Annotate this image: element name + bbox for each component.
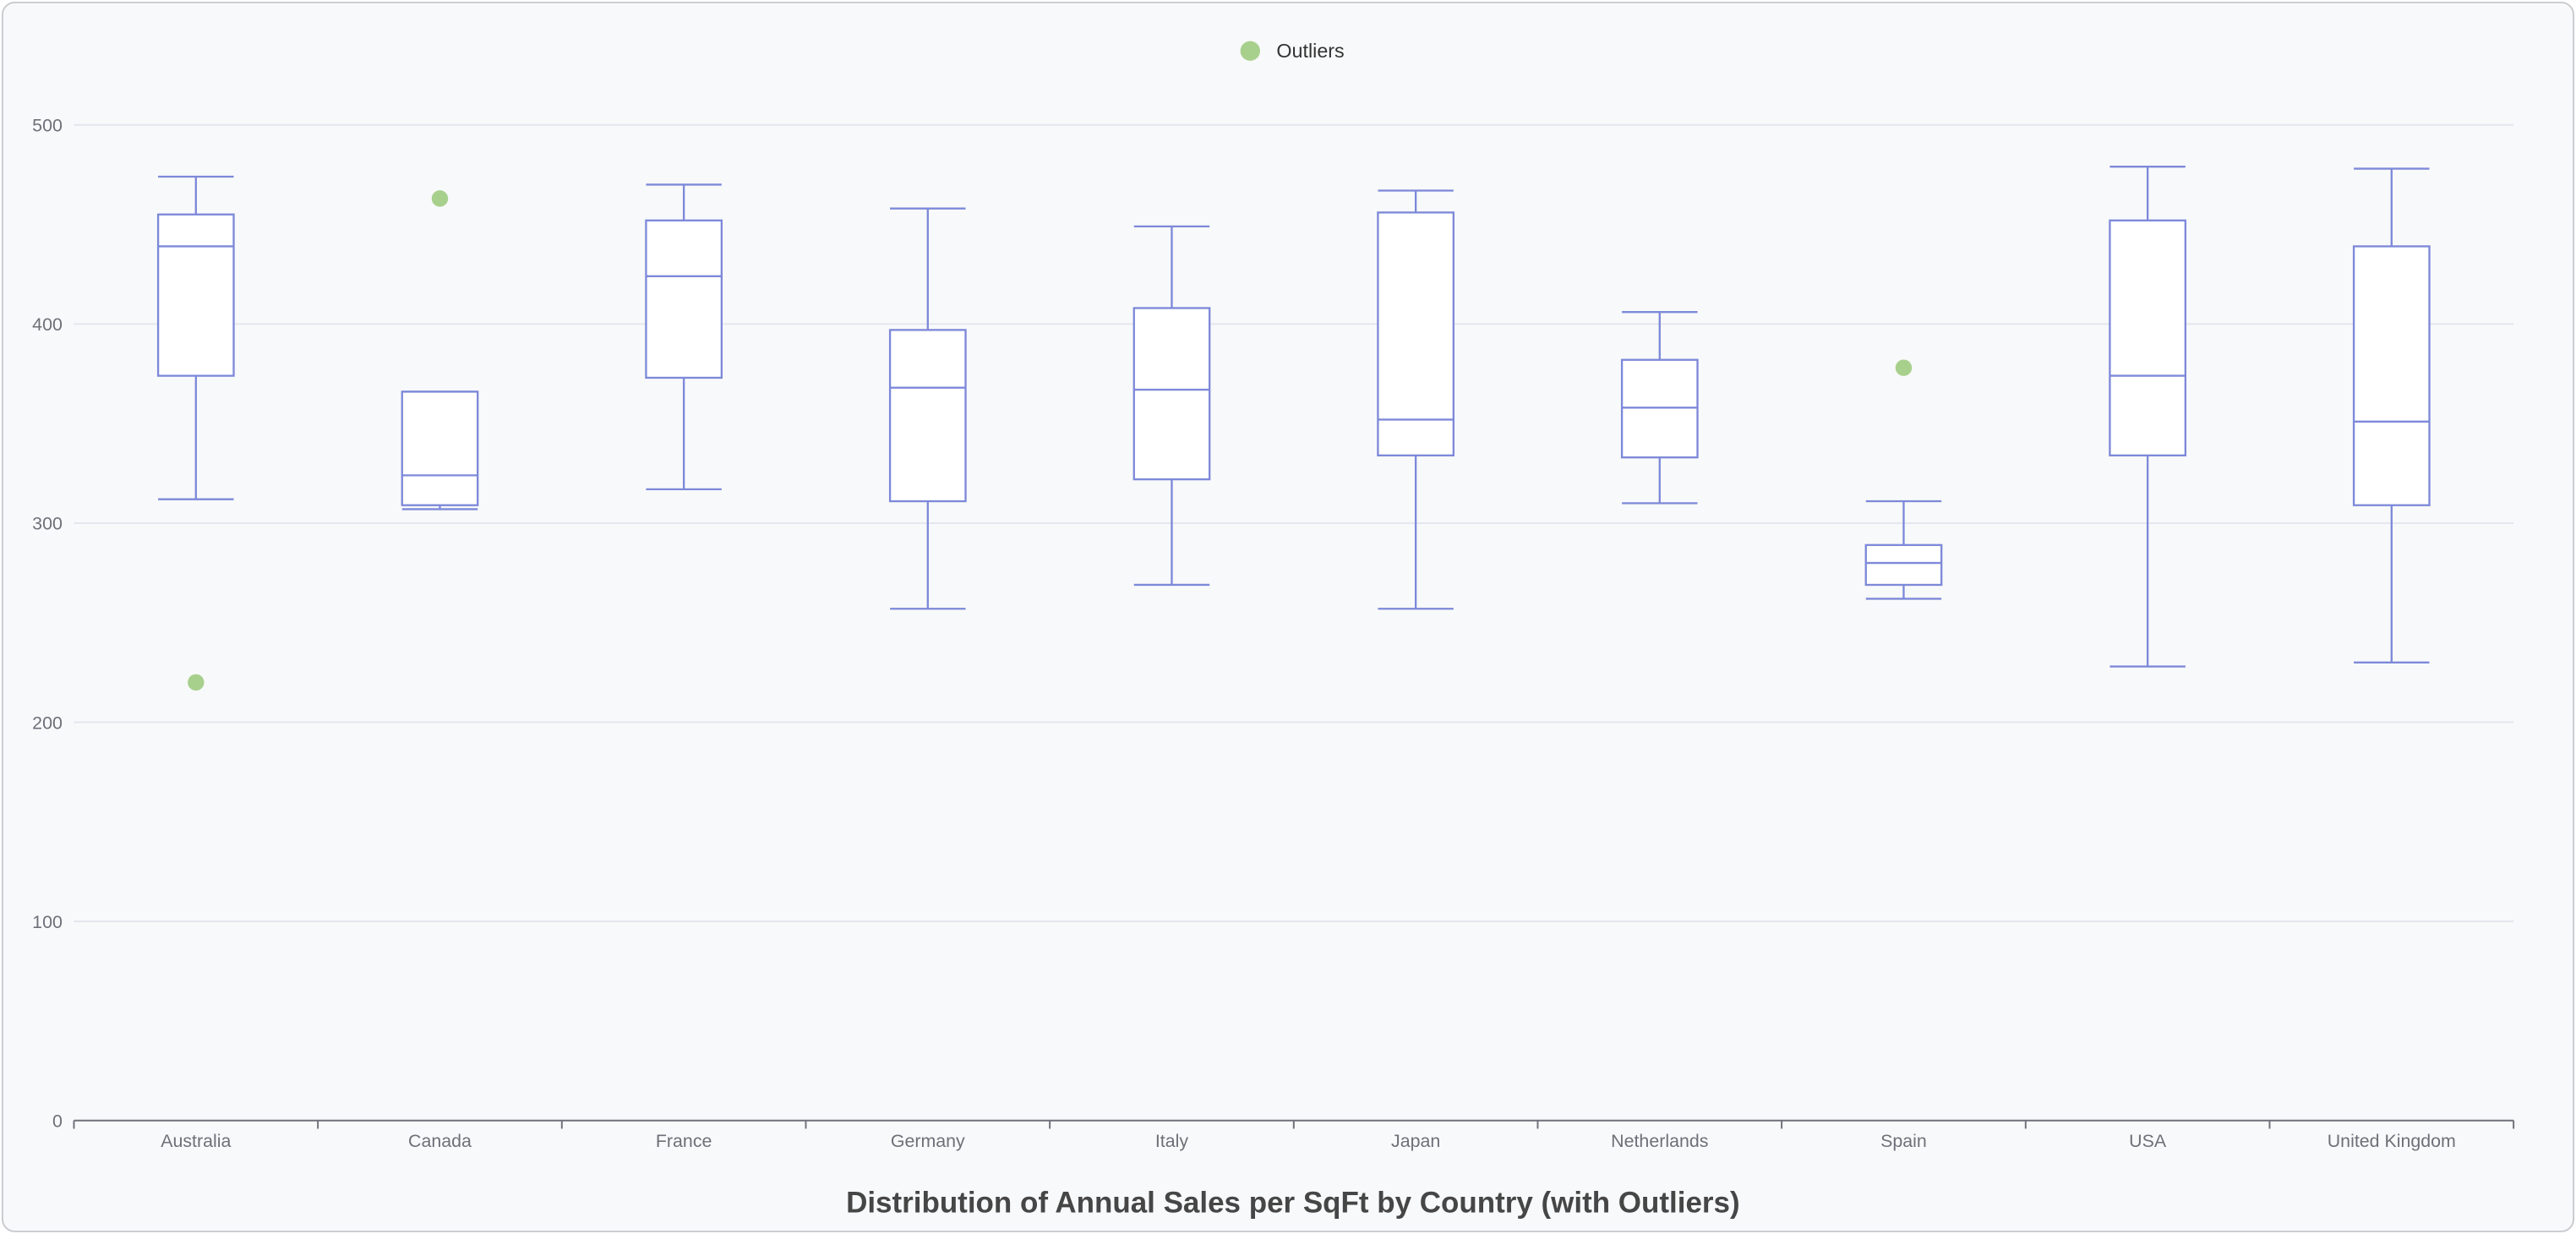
legend-outliers-label[interactable]: Outliers <box>1276 40 1344 62</box>
x-axis: Australia Canada France Germany Italy Japan Ne… <box>73 1119 2515 1151</box>
box-spain <box>1864 543 1943 587</box>
y-tick-label: 400 <box>32 314 63 335</box>
x-tick-label: Germany <box>891 1131 965 1151</box>
y-tick-label: 500 <box>32 116 63 136</box>
outlier-point <box>188 674 205 691</box>
grid-lines <box>74 123 2514 923</box>
boxplot-chart: 0 100 200 300 400 500 Australia Canada France Ge… <box>32 40 2515 1220</box>
box-usa <box>2109 219 2187 456</box>
x-tick-label: Spain <box>1880 1131 1927 1151</box>
x-tick-label: USA <box>2129 1131 2167 1151</box>
x-tick-label: France <box>656 1131 712 1151</box>
box-canada <box>401 390 479 506</box>
boxes <box>156 166 2431 668</box>
x-tick-label: Canada <box>408 1131 472 1151</box>
y-tick-label: 100 <box>32 912 63 932</box>
y-tick-label: 0 <box>52 1111 63 1132</box>
outlier-point <box>1895 359 1913 376</box>
y-tick-label: 300 <box>32 514 63 534</box>
legend[interactable]: Outliers <box>1240 40 1345 62</box>
legend-outliers-marker[interactable] <box>1240 41 1260 61</box>
box-united-kingdom <box>2352 245 2431 506</box>
x-tick-label: Japan <box>1391 1131 1440 1151</box>
box-japan <box>1377 211 1455 456</box>
outlier-points <box>188 190 1913 691</box>
box-italy <box>1132 307 1211 481</box>
box-germany <box>888 329 967 503</box>
box-australia <box>156 213 235 377</box>
x-tick-label: Netherlands <box>1611 1131 1708 1151</box>
box-france <box>645 219 723 379</box>
y-tick-label: 200 <box>32 713 63 733</box>
chart-title: Distribution of Annual Sales per SqFt by… <box>846 1187 1740 1220</box>
y-axis: 0 100 200 300 400 500 <box>32 116 63 1132</box>
x-tick-label: United Kingdom <box>2328 1131 2456 1151</box>
box-netherlands <box>1620 358 1699 459</box>
x-tick-label: Australia <box>161 1131 231 1151</box>
outlier-point <box>431 190 449 207</box>
x-tick-label: Italy <box>1155 1131 1189 1151</box>
